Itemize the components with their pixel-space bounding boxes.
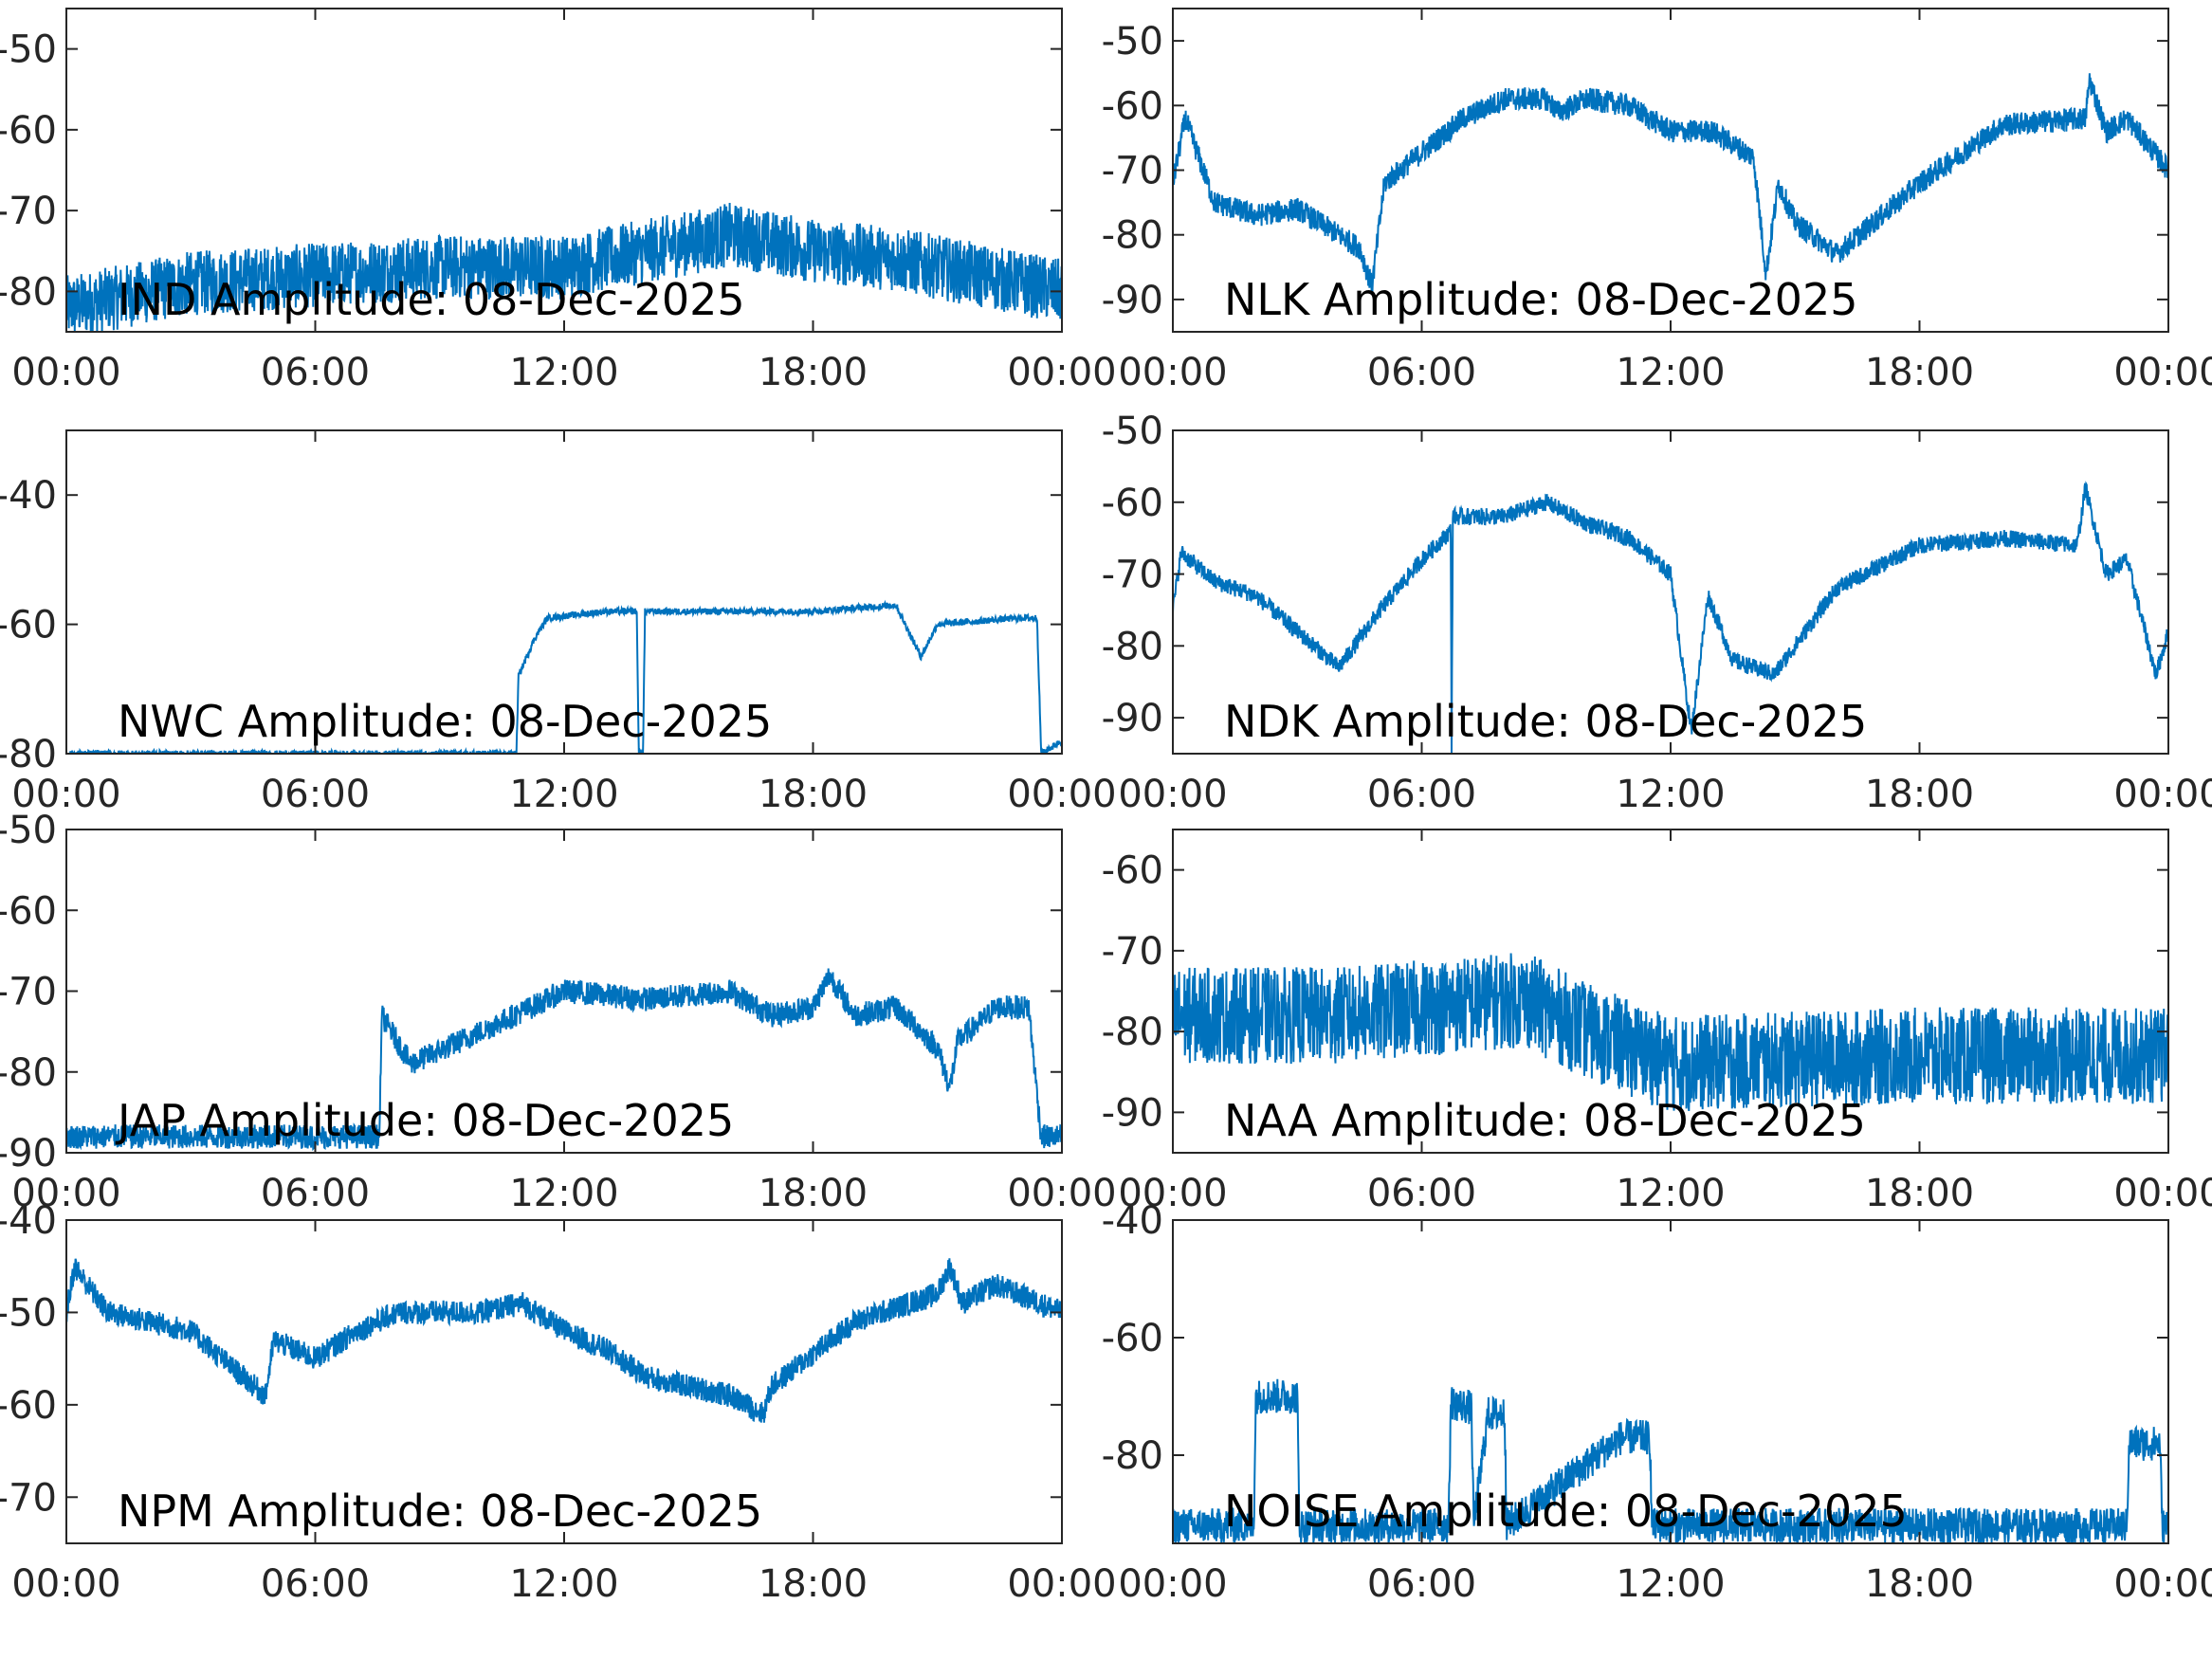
y-tick-label: -40 bbox=[1102, 1199, 1163, 1243]
x-tick-label: 18:00 bbox=[759, 773, 868, 816]
x-tick-label: 00:00 bbox=[11, 1172, 120, 1215]
y-tick-label: -50 bbox=[0, 809, 57, 852]
series-line bbox=[66, 202, 1062, 332]
panel-ndk: 00:00 06:00 12:00 18:00 00:00 -50 -60 -70 -80 -90… bbox=[1102, 410, 2212, 816]
panel-title: NPM Amplitude: 08-Dec-2025 bbox=[118, 1486, 762, 1537]
x-tick-label: 06:00 bbox=[1367, 1172, 1476, 1215]
series-line bbox=[1173, 953, 2168, 1112]
panel-title: NWC Amplitude: 08-Dec-2025 bbox=[118, 696, 772, 747]
series-line bbox=[1173, 1378, 2168, 1543]
panel-nlk: 00:00 06:00 12:00 18:00 00:00 -50 -60 -70 -80 -90… bbox=[1102, 8, 2212, 394]
y-tick-label: -50 bbox=[0, 1291, 57, 1335]
y-tick-label: -80 bbox=[1102, 214, 1163, 258]
x-tick-label: 00:00 bbox=[2113, 773, 2212, 816]
y-tick-label: -90 bbox=[1102, 1091, 1163, 1135]
x-tick-label: 00:00 bbox=[2113, 351, 2212, 394]
y-tick-label: -60 bbox=[0, 1384, 57, 1428]
panel-title: IND Amplitude: 08-Dec-2025 bbox=[118, 274, 745, 325]
panel-nwc: 00:00 06:00 12:00 18:00 00:00 -40 -60 -80 NWC Am… bbox=[0, 429, 1117, 816]
y-tick-label: -70 bbox=[1102, 150, 1163, 193]
x-tick-label: 00:00 bbox=[11, 773, 120, 816]
x-tick-label: 06:00 bbox=[261, 351, 370, 394]
y-tick-label: -80 bbox=[1102, 1011, 1163, 1054]
x-tick-label: 00:00 bbox=[1118, 1562, 1227, 1606]
x-tick-label: 18:00 bbox=[1865, 351, 1974, 394]
x-tick-label: 12:00 bbox=[1616, 351, 1725, 394]
y-tick-label: -80 bbox=[1102, 1434, 1163, 1478]
y-tick-label: -80 bbox=[1102, 625, 1163, 668]
y-tick-label: -80 bbox=[0, 270, 57, 314]
y-tick-label: -40 bbox=[0, 1199, 57, 1243]
x-tick-label: 00:00 bbox=[1118, 1172, 1227, 1215]
y-tick-label: -60 bbox=[1102, 482, 1163, 525]
x-tick-label: 18:00 bbox=[1865, 1562, 1974, 1606]
x-tick-label: 00:00 bbox=[1007, 351, 1116, 394]
x-tick-label: 00:00 bbox=[1007, 773, 1116, 816]
y-tick-label: -50 bbox=[0, 28, 57, 72]
x-tick-label: 00:00 bbox=[1007, 1172, 1116, 1215]
series-line bbox=[66, 968, 1062, 1152]
x-tick-label: 06:00 bbox=[261, 1172, 370, 1215]
x-tick-label: 12:00 bbox=[1616, 773, 1725, 816]
y-tick-label: -60 bbox=[0, 109, 57, 153]
x-tick-label: 00:00 bbox=[1118, 351, 1227, 394]
y-tick-label: -50 bbox=[1102, 20, 1163, 64]
x-tick-label: 12:00 bbox=[1616, 1172, 1725, 1215]
y-tick-label: -50 bbox=[1102, 410, 1163, 453]
y-tick-label: -80 bbox=[0, 733, 57, 776]
y-tick-label: -60 bbox=[1102, 849, 1163, 893]
x-tick-label: 18:00 bbox=[759, 1562, 868, 1606]
x-tick-label: 00:00 bbox=[2113, 1172, 2212, 1215]
x-tick-label: 18:00 bbox=[759, 1172, 868, 1215]
y-tick-label: -60 bbox=[1102, 1317, 1163, 1360]
x-tick-label: 06:00 bbox=[1367, 351, 1476, 394]
x-tick-label: 00:00 bbox=[2113, 1562, 2212, 1606]
x-tick-label: 12:00 bbox=[509, 1562, 618, 1606]
y-tick-label: -80 bbox=[0, 1051, 57, 1095]
series-line bbox=[1173, 73, 2168, 294]
panel-title: NAA Amplitude: 08-Dec-2025 bbox=[1224, 1095, 1866, 1146]
x-tick-label: 18:00 bbox=[1865, 773, 1974, 816]
x-tick-label: 12:00 bbox=[509, 1172, 618, 1215]
panel-title: JAP Amplitude: 08-Dec-2025 bbox=[115, 1095, 734, 1146]
x-tick-label: 00:00 bbox=[11, 1562, 120, 1606]
y-tick-label: -70 bbox=[0, 1476, 57, 1520]
x-tick-label: 00:00 bbox=[11, 351, 120, 394]
series-line bbox=[1173, 481, 2168, 754]
series-line bbox=[66, 1258, 1062, 1423]
y-tick-label: -60 bbox=[1102, 84, 1163, 128]
y-tick-label: -70 bbox=[1102, 930, 1163, 974]
x-tick-label: 00:00 bbox=[1118, 773, 1227, 816]
panel-jap: 00:00 06:00 12:00 18:00 00:00 -50 -60 -70 -80 -90… bbox=[0, 809, 1117, 1215]
x-tick-label: 18:00 bbox=[759, 351, 868, 394]
panel-title: NLK Amplitude: 08-Dec-2025 bbox=[1224, 274, 1857, 325]
panel-title: NOISE Amplitude: 08-Dec-2025 bbox=[1224, 1486, 1908, 1537]
y-tick-label: -90 bbox=[1102, 697, 1163, 740]
x-tick-label: 06:00 bbox=[1367, 773, 1476, 816]
panel-noise: 00:00 06:00 12:00 18:00 00:00 -40 -60 -80 NOISE … bbox=[1102, 1199, 2212, 1606]
x-tick-label: 00:00 bbox=[1007, 1562, 1116, 1606]
panel-ind: 00:00 06:00 12:00 18:00 00:00 -50 -60 -70 -80 IND… bbox=[0, 8, 1117, 394]
x-tick-label: 06:00 bbox=[1367, 1562, 1476, 1606]
y-tick-label: -60 bbox=[0, 604, 57, 647]
y-tick-label: -60 bbox=[0, 889, 57, 933]
panel-npm: 00:00 06:00 12:00 18:00 00:00 -40 -50 -60 -70 NPM… bbox=[0, 1199, 1117, 1606]
y-tick-label: -90 bbox=[1102, 279, 1163, 322]
y-tick-label: -90 bbox=[0, 1132, 57, 1176]
y-tick-label: -70 bbox=[1102, 554, 1163, 597]
y-tick-label: -40 bbox=[0, 474, 57, 518]
x-tick-label: 12:00 bbox=[1616, 1562, 1725, 1606]
x-tick-label: 18:00 bbox=[1865, 1172, 1974, 1215]
x-tick-label: 06:00 bbox=[261, 1562, 370, 1606]
x-tick-label: 06:00 bbox=[261, 773, 370, 816]
panel-title: NDK Amplitude: 08-Dec-2025 bbox=[1224, 696, 1867, 747]
x-tick-label: 12:00 bbox=[509, 773, 618, 816]
panel-naa: 00:00 06:00 12:00 18:00 00:00 -60 -70 -80 -90 NAA… bbox=[1102, 829, 2212, 1215]
x-tick-label: 12:00 bbox=[509, 351, 618, 394]
y-tick-label: -70 bbox=[0, 971, 57, 1014]
y-tick-label: -70 bbox=[0, 190, 57, 233]
